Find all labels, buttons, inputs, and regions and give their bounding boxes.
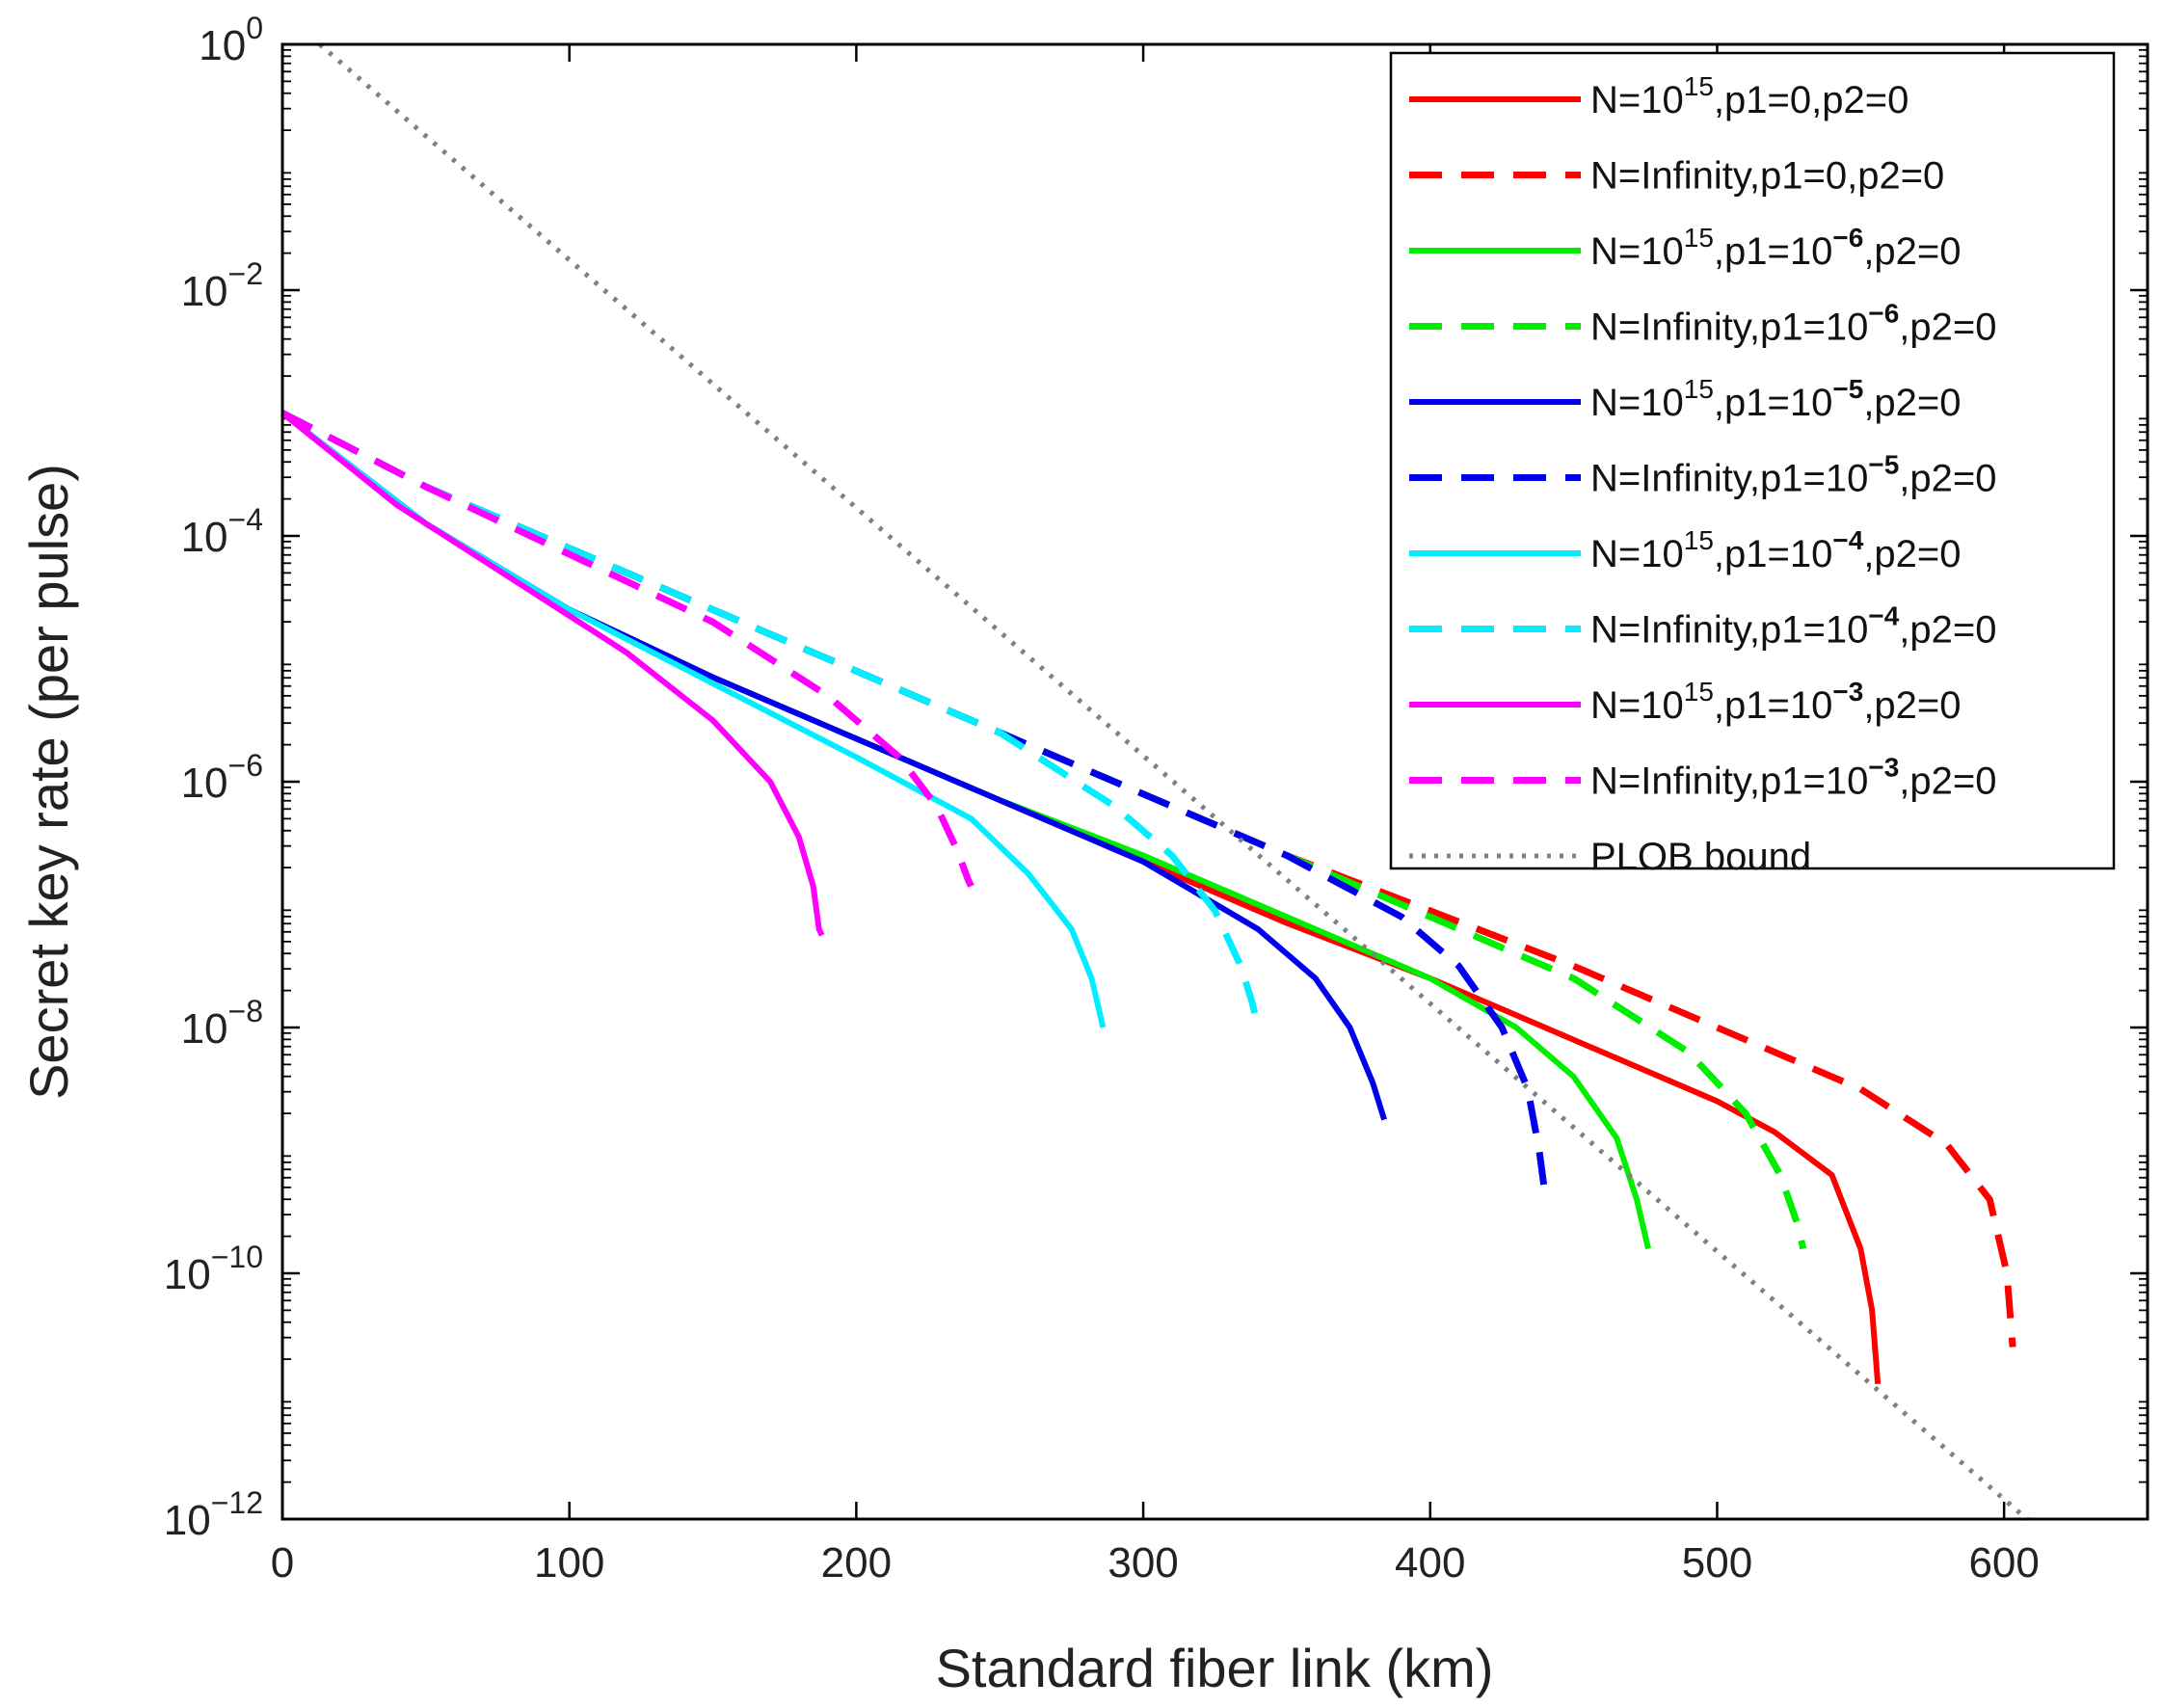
x-axis-title: Standard fiber link (km) (936, 1638, 1494, 1698)
y-tick-label: 10−10 (164, 1240, 263, 1298)
y-tick-label: 10−12 (164, 1485, 263, 1544)
x-tick-label: 300 (1108, 1539, 1178, 1587)
series-line-10 (280, 410, 974, 888)
legend-label-9: N=1015,p1=10−3,p2=0 (1590, 677, 1962, 727)
legend-label-10: N=Infinity,p1=10−3,p2=0 (1590, 753, 1997, 803)
legend-label-4: N=Infinity,p1=10−6,p2=0 (1590, 299, 1997, 349)
legend-label-7: N=1015,p1=10−4,p2=0 (1590, 525, 1962, 575)
x-tick-label: 200 (821, 1539, 892, 1587)
legend-label-11: PLOB bound (1590, 836, 1811, 878)
x-tick-label: 0 (271, 1539, 294, 1587)
x-tick-label: 500 (1682, 1539, 1752, 1587)
y-tick-label: 10−6 (181, 748, 263, 807)
legend-label-6: N=Infinity,p1=10−5,p2=0 (1590, 450, 1997, 500)
y-tick-label: 10−2 (181, 256, 263, 315)
y-tick-label: 10−8 (181, 994, 263, 1053)
y-axis-title: Secret key rate (per pulse) (18, 464, 79, 1100)
y-tick-label: 10−4 (181, 502, 263, 561)
tick-labels: 0 100 200 300 400 500 600 100 10−2 10−4 10−6 10−8 10… (164, 11, 2040, 1587)
x-tick-label: 100 (534, 1539, 604, 1587)
legend-label-5: N=1015,p1=10−5,p2=0 (1590, 374, 1962, 424)
series-line-8 (280, 410, 1262, 1028)
series-line-9 (280, 411, 825, 937)
y-tick-label: 100 (199, 11, 263, 69)
legend-label-3: N=1015,p1=10−6,p2=0 (1590, 223, 1962, 273)
series-line-11 (318, 42, 2029, 1521)
x-tick-label: 600 (1968, 1539, 2039, 1587)
legend: N=1015,p1=0,p2=0 N=Infinity,p1=0,p2=0 N=10… (1389, 51, 2116, 878)
legend-label-2: N=Infinity,p1=0,p2=0 (1590, 155, 1944, 198)
legend-label-1: N=1015,p1=0,p2=0 (1590, 71, 1908, 121)
series-lines (280, 42, 2029, 1521)
legend-box (1389, 51, 2116, 870)
x-tick-label: 400 (1395, 1539, 1465, 1587)
legend-label-8: N=Infinity,p1=10−4,p2=0 (1590, 601, 1997, 652)
plot-frame (280, 42, 2149, 1521)
